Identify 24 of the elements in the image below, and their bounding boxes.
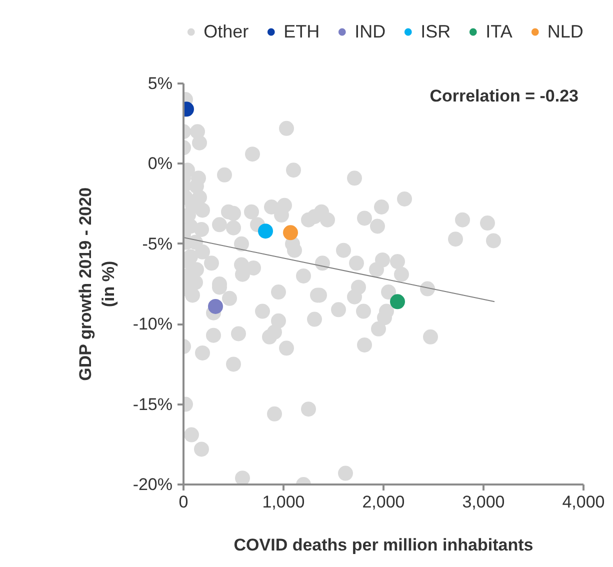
point	[390, 294, 405, 310]
x-tick-label: 3,000	[462, 492, 505, 512]
y-axis-title: GDP growth 2019 - 2020 (in %)	[76, 187, 118, 381]
y-tick-label: -5%	[142, 234, 173, 254]
legend-label: ITA	[486, 21, 512, 42]
legend-label: Other	[204, 21, 249, 42]
y-tick-label: -20%	[132, 475, 172, 494]
y-tick-label: 5%	[148, 74, 173, 93]
x-tick-label: 2,000	[362, 492, 405, 512]
point	[208, 298, 223, 314]
y-tick-label: 0%	[148, 154, 173, 174]
x-tick-label: 0	[178, 492, 188, 512]
y-tick-label: -10%	[132, 314, 172, 334]
y-tick-label: -15%	[132, 394, 172, 414]
x-tick-label: 1,000	[262, 492, 305, 512]
annotation: Correlation = -0.23	[430, 86, 579, 106]
legend-label: IND	[354, 21, 386, 42]
legend-label: ISR	[420, 21, 451, 42]
x-tick-label: 4,000	[562, 492, 605, 512]
x-axis-title: COVID deaths per million inhabitants	[234, 536, 534, 554]
legend-label: ETH	[284, 21, 320, 42]
legend-label: NLD	[547, 21, 584, 42]
point	[283, 225, 298, 240]
point	[258, 224, 273, 239]
